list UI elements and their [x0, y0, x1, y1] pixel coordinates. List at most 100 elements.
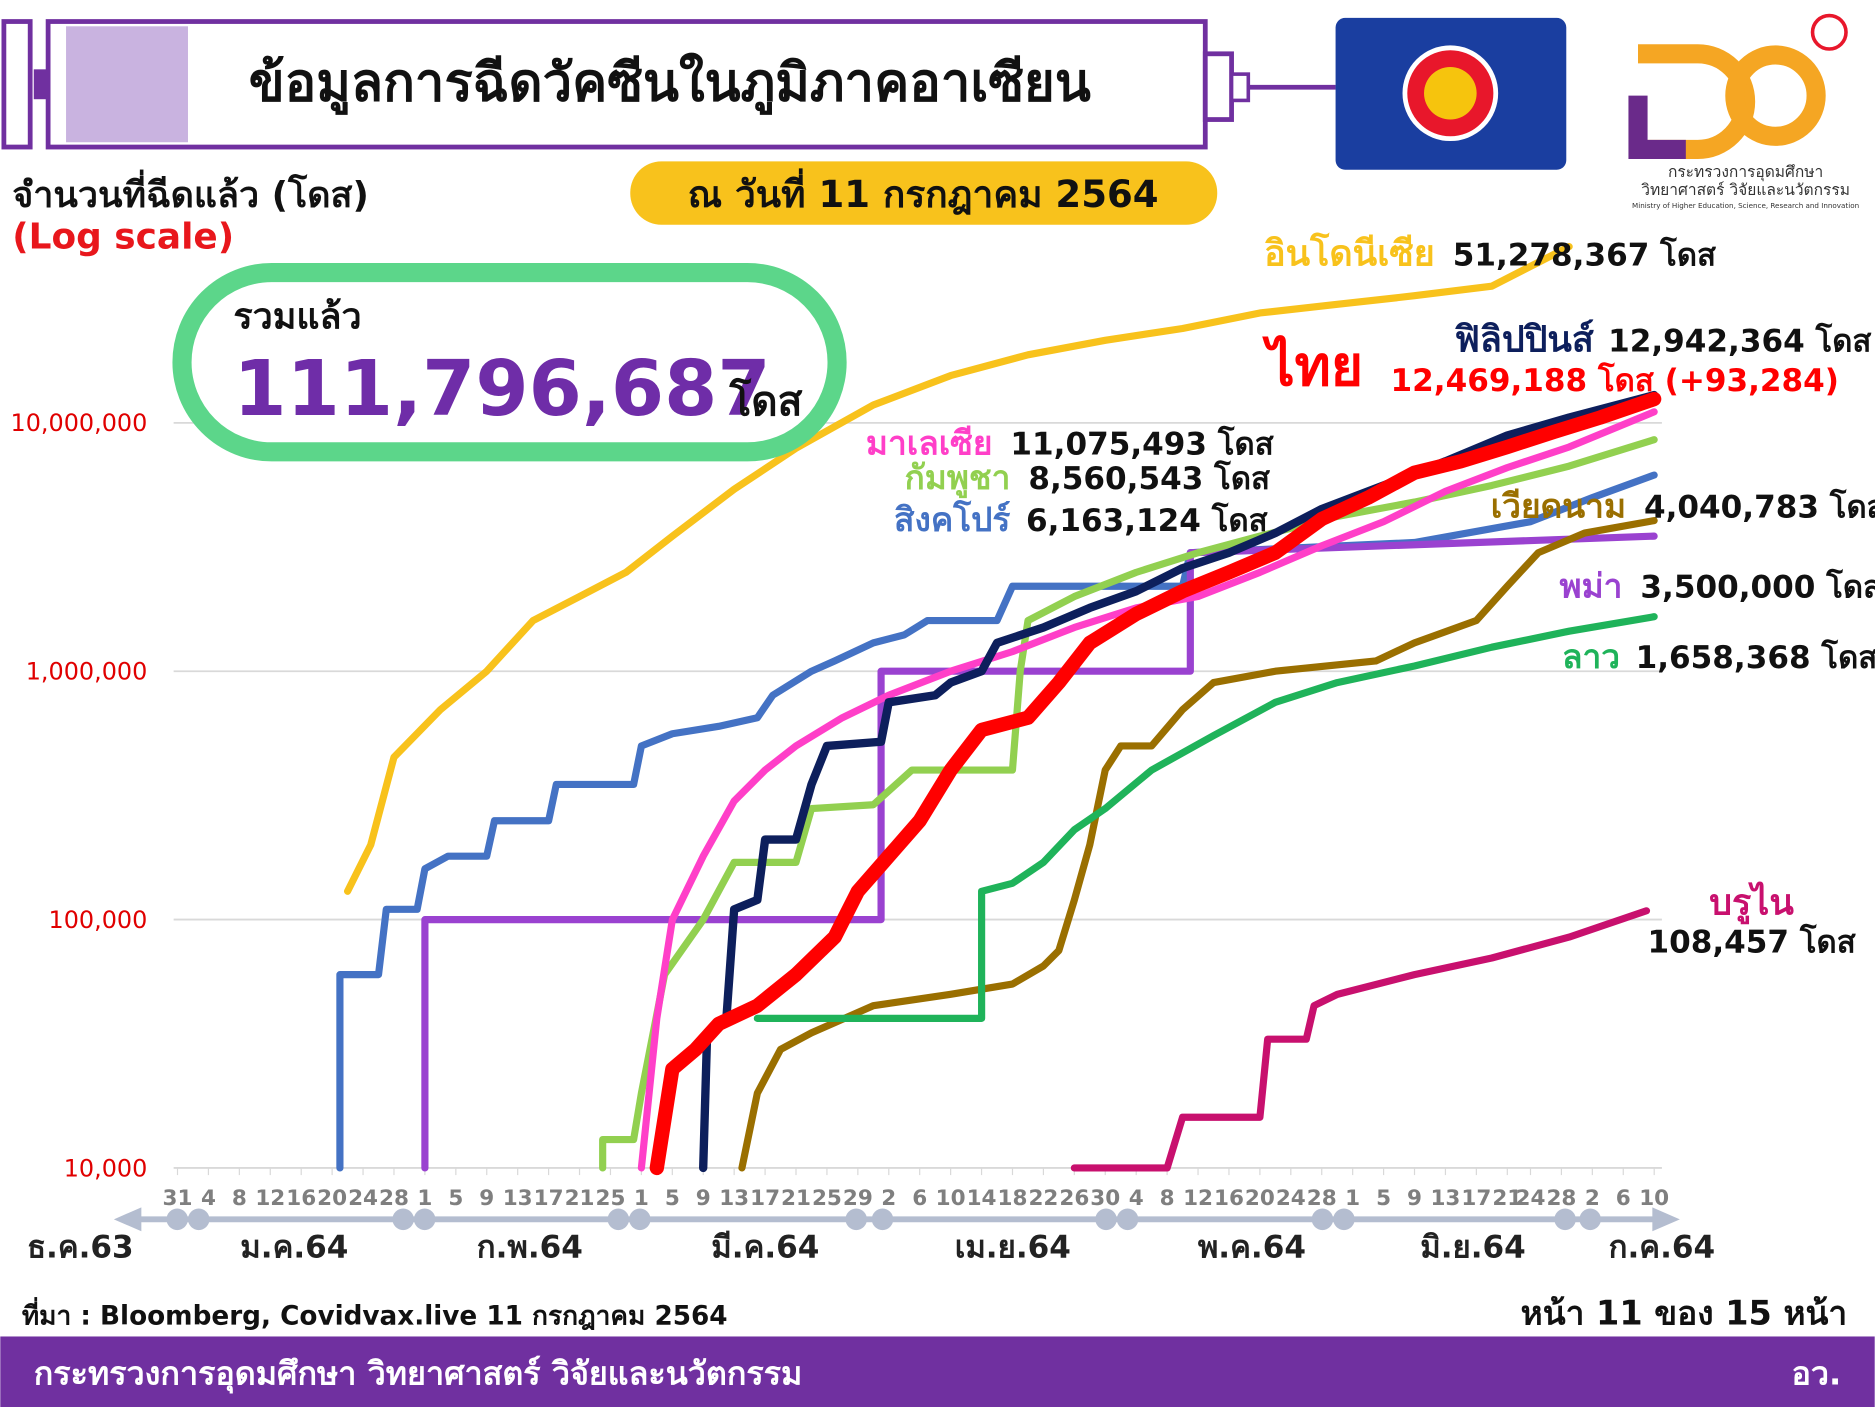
log-scale-note: (Log scale): [12, 217, 234, 258]
syringe-tip: [1202, 51, 1234, 122]
x-tick-label: 13: [1430, 1186, 1460, 1211]
x-tick-label: 25: [595, 1186, 625, 1211]
series-name: ไทย: [1262, 334, 1363, 398]
date-badge: [630, 161, 1218, 225]
month-label: พ.ค.64: [1198, 1230, 1306, 1266]
series-total: 12,942,364 โดส: [1608, 321, 1871, 359]
series-name: มาเลเซีย: [866, 423, 993, 462]
syringe-tip: [1229, 72, 1251, 103]
page-number: หน้า 11 ของ 15 หน้า: [1521, 1294, 1848, 1333]
title: ข้อมูลการฉีดวัคซีนในภูมิภาคอาเซียน: [249, 51, 1091, 115]
x-tick-label: 25: [812, 1186, 842, 1211]
x-tick-label: 21: [1492, 1186, 1522, 1211]
x-tick-label: 5: [448, 1186, 463, 1211]
source: ที่มา : Bloomberg, Covidvax.live 11 กรกฎ…: [22, 1297, 728, 1332]
x-tick-label: 17: [534, 1186, 564, 1211]
footer-abbr: อว.: [1791, 1354, 1841, 1392]
x-tick-label: 31: [163, 1186, 193, 1211]
series-name: พม่า: [1560, 567, 1623, 606]
syringe-fill: [66, 26, 188, 143]
x-tick-label: 24: [1516, 1186, 1546, 1211]
footer-bar: [0, 1336, 1875, 1407]
month-bullet: [871, 1208, 894, 1231]
logo-text: วิทยาศาสตร์ วิจัยและนวัตกรรม: [1641, 181, 1850, 199]
month-bullet: [1579, 1208, 1601, 1231]
x-tick-label: 10: [936, 1186, 966, 1211]
x-tick-label: 9: [1407, 1186, 1422, 1211]
x-tick-label: 22: [1028, 1186, 1058, 1211]
series-name: ลาว: [1562, 637, 1620, 676]
month-bullet: [1095, 1208, 1117, 1231]
x-tick-label: 29: [843, 1186, 873, 1211]
month-bullet: [629, 1208, 651, 1231]
total-box: [172, 262, 847, 462]
logo-text: Ministry of Higher Education, Science, R…: [1632, 201, 1859, 210]
x-tick-label: 16: [1214, 1186, 1244, 1211]
month-label: ม.ค.64: [240, 1230, 348, 1266]
x-tick-label: 10: [1639, 1186, 1669, 1211]
x-tick-label: 6: [912, 1186, 927, 1211]
month-label: มี.ค.64: [711, 1230, 819, 1266]
month-label: ก.ค.64: [1609, 1230, 1715, 1266]
x-tick-label: 17: [750, 1186, 780, 1211]
total-value: 111,796,687: [233, 345, 770, 434]
y-tick-label: 10,000,000: [11, 409, 148, 437]
series-name: ฟิลิปปินส์: [1454, 318, 1593, 360]
x-tick-label: 5: [665, 1186, 680, 1211]
series-total: 108,457 โดส: [1647, 923, 1855, 961]
series-name: กัมพูชา: [905, 458, 1011, 499]
series-total: 12,469,188 โดส (+93,284): [1391, 361, 1839, 399]
x-tick-label: 20: [1245, 1186, 1275, 1211]
series-line: [649, 391, 1662, 1176]
x-tick-label: 28: [379, 1186, 409, 1211]
month-bullet: [1333, 1208, 1355, 1231]
month-label: ธ.ค.63: [27, 1230, 134, 1266]
month-bullet: [187, 1208, 210, 1231]
x-tick-label: 9: [479, 1186, 494, 1211]
month-bullet: [392, 1208, 414, 1231]
month-label: เม.ย.64: [955, 1230, 1071, 1266]
x-tick-label: 21: [781, 1186, 811, 1211]
x-tick-label: 28: [1307, 1186, 1337, 1211]
series-name: สิงคโปร์: [894, 500, 1010, 539]
x-tick-label: 1: [1345, 1186, 1360, 1211]
x-tick-label: 6: [1616, 1186, 1631, 1211]
month-bullet: [845, 1208, 867, 1231]
month-label: ก.พ.64: [477, 1230, 583, 1266]
month-bullet: [166, 1208, 188, 1231]
total-unit: โดส: [728, 377, 802, 425]
series-total: 6,163,124 โดส: [1026, 501, 1268, 539]
x-tick-label: 4: [1129, 1186, 1144, 1211]
y-tick-label: 100,000: [49, 906, 148, 934]
x-tick-label: 1: [634, 1186, 649, 1211]
x-tick-label: 5: [1376, 1186, 1391, 1211]
x-tick-label: 24: [348, 1186, 378, 1211]
x-tick-label: 12: [1183, 1186, 1213, 1211]
x-tick-label: 30: [1090, 1186, 1120, 1211]
series-line: [753, 613, 1658, 1022]
series-name: เวียดนาม: [1491, 487, 1626, 526]
month-bullet: [1554, 1208, 1576, 1231]
logo-mark: [1638, 44, 1756, 159]
month-bullet: [1116, 1208, 1139, 1231]
x-tick-label: 20: [317, 1186, 347, 1211]
logo-text: กระทรวงการอุดมศึกษา: [1668, 163, 1823, 182]
x-tick-label: 21: [565, 1186, 595, 1211]
x-tick-label: 13: [719, 1186, 749, 1211]
month-label: มิ.ย.64: [1420, 1230, 1526, 1266]
x-tick-label: 17: [1461, 1186, 1491, 1211]
x-tick-label: 9: [696, 1186, 711, 1211]
series-total: 3,500,000 โดส: [1640, 568, 1875, 606]
x-tick-label: 13: [503, 1186, 533, 1211]
month-bullet: [607, 1208, 630, 1231]
syringe-rod: [33, 69, 49, 100]
month-bullet: [413, 1208, 436, 1231]
series-total: 4,040,783 โดส: [1644, 488, 1875, 526]
x-tick-label: 2: [881, 1186, 896, 1211]
asean-emblem: [1424, 66, 1477, 120]
x-tick-label: 12: [255, 1186, 285, 1211]
x-tick-label: 8: [1160, 1186, 1175, 1211]
